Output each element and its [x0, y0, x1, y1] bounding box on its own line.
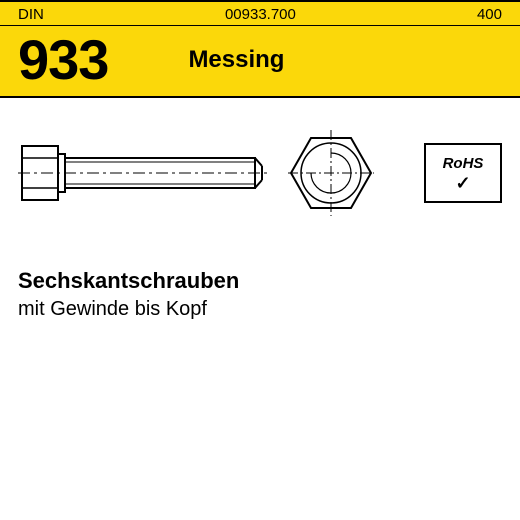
product-title: Sechskantschrauben — [18, 268, 502, 294]
bolt-side-view — [18, 128, 268, 218]
product-subtitle: mit Gewinde bis Kopf — [18, 298, 502, 321]
quantity: 400 — [477, 6, 502, 23]
check-icon: ✓ — [455, 174, 470, 192]
header-top-row: DIN 00933.700 400 — [0, 2, 520, 26]
header-banner: DIN 00933.700 400 933 Messing — [0, 0, 520, 98]
header-main-row: 933 Messing — [0, 26, 520, 96]
description-block: Sechskantschrauben mit Gewinde bis Kopf — [0, 228, 520, 321]
standard-label: DIN — [18, 6, 44, 23]
material-label: Messing — [188, 46, 284, 74]
din-number: 933 — [18, 32, 108, 88]
rohs-badge: RoHS ✓ — [424, 143, 502, 203]
rohs-label: RoHS — [443, 155, 484, 172]
illustration-row: RoHS ✓ — [0, 98, 520, 228]
product-code: 00933.700 — [225, 6, 296, 23]
bolt-hex-end-view — [286, 128, 376, 218]
